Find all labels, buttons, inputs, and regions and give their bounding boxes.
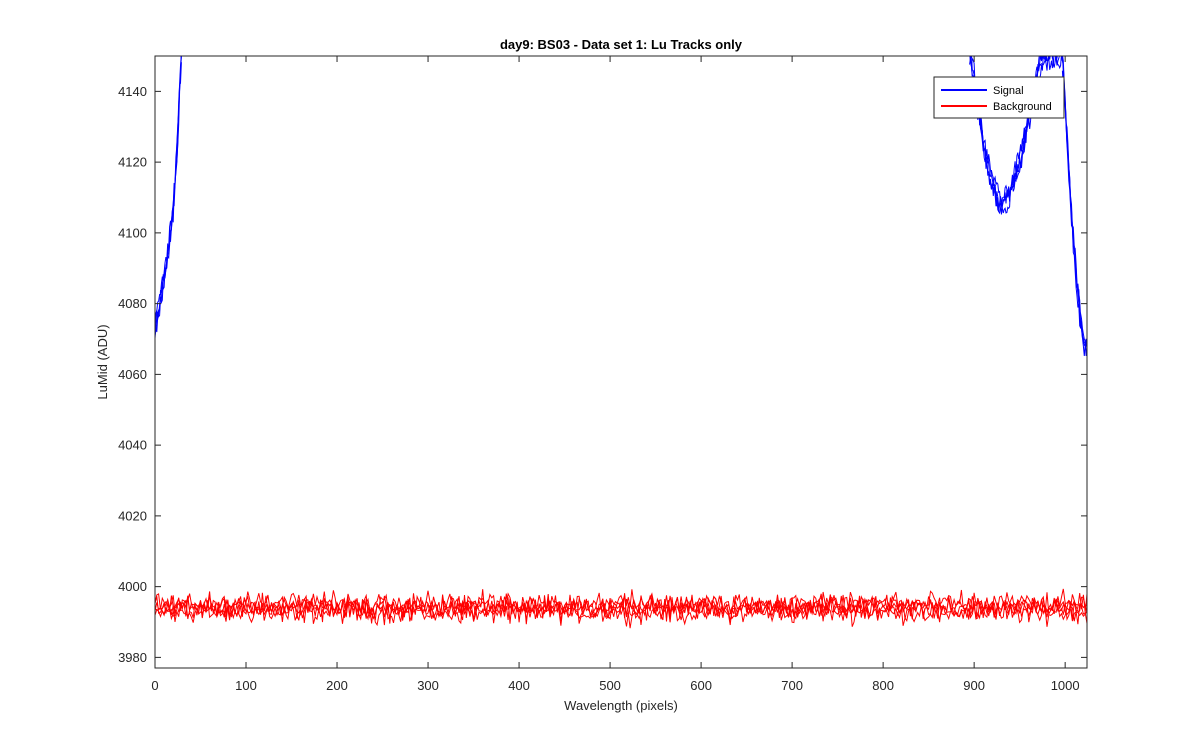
- x-tick-label: 1000: [1051, 678, 1080, 693]
- y-axis-label: LuMid (ADU): [95, 324, 110, 399]
- y-tick-label: 4100: [118, 225, 147, 240]
- ticks-layer: 0 100 200 300 400 500 600 700 800 900 1000 3980 4000…: [118, 56, 1087, 693]
- y-tick-label: 4040: [118, 438, 147, 453]
- legend-label-signal: Signal: [993, 85, 1024, 97]
- legend: Signal Background: [933, 76, 1065, 119]
- y-tick-label: 4120: [118, 155, 147, 170]
- series-layer: [155, 56, 1087, 629]
- chart-title: day9: BS03 - Data set 1: Lu Tracks only: [500, 37, 743, 52]
- axes-box: [154, 55, 1088, 669]
- legend-box: [933, 76, 1065, 119]
- x-tick-label: 200: [326, 678, 348, 693]
- background-trace: [155, 596, 1087, 629]
- y-tick-label: 4000: [118, 579, 147, 594]
- y-tick-label: 4060: [118, 367, 147, 382]
- y-tick-label: 4020: [118, 508, 147, 523]
- signal-trace: [969, 56, 1063, 215]
- x-tick-label: 700: [781, 678, 803, 693]
- signal-trace: [1061, 56, 1087, 348]
- y-tick-label: 4140: [118, 84, 147, 99]
- y-tick-label: 4080: [118, 296, 147, 311]
- y-tick-label: 3980: [118, 650, 147, 665]
- signal-trace: [969, 56, 1062, 207]
- x-tick-label: 400: [508, 678, 530, 693]
- plot-area: [155, 56, 1087, 668]
- x-axis-label: Wavelength (pixels): [564, 698, 678, 713]
- legend-label-background: Background: [993, 101, 1052, 113]
- x-tick-label: 0: [151, 678, 158, 693]
- x-tick-label: 600: [690, 678, 712, 693]
- x-tick-label: 800: [872, 678, 894, 693]
- signal-trace: [155, 56, 182, 331]
- signal-trace: [969, 56, 1058, 205]
- x-tick-label: 500: [599, 678, 621, 693]
- signal-trace: [1061, 60, 1087, 351]
- x-tick-label: 100: [235, 678, 257, 693]
- x-tick-label: 900: [963, 678, 985, 693]
- x-tick-label: 300: [417, 678, 439, 693]
- background-trace: [155, 588, 1087, 618]
